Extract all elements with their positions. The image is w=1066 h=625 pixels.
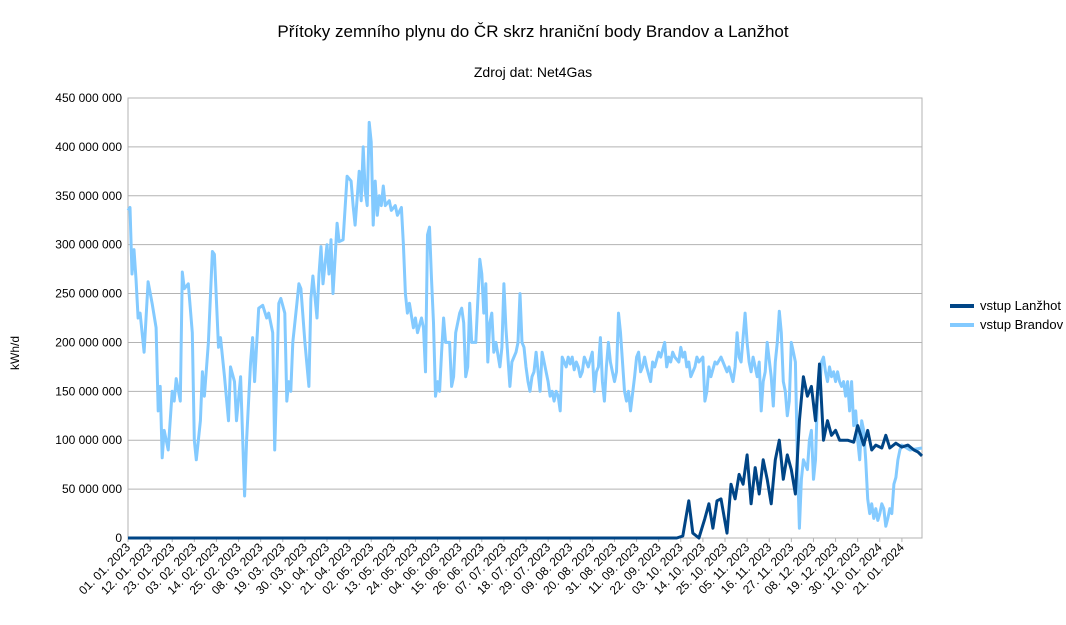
y-tick-label: 400 000 000 <box>55 140 122 154</box>
legend-label-brandov: vstup Brandov <box>980 317 1064 332</box>
legend-item-brandov: vstup Brandov <box>950 315 1063 334</box>
series-line-brandov <box>126 120 923 530</box>
y-tick-label: 0 <box>115 531 122 545</box>
y-tick-label: 350 000 000 <box>55 189 122 203</box>
chart-title: Přítoky zemního plynu do ČR skrz hraničn… <box>277 22 789 41</box>
series-line-lanzhot <box>128 362 924 540</box>
legend-swatch-brandov <box>950 322 974 327</box>
legend-swatch-lanzhot <box>950 303 974 308</box>
y-tick-label: 150 000 000 <box>55 384 122 398</box>
y-tick-label: 450 000 000 <box>55 91 122 105</box>
legend-item-lanzhot: vstup Lanžhot <box>950 296 1063 315</box>
chart-subtitle: Zdroj dat: Net4Gas <box>473 64 593 80</box>
legend-label-lanzhot: vstup Lanžhot <box>980 298 1061 313</box>
y-tick-label: 200 000 000 <box>55 335 122 349</box>
y-tick-label: 50 000 000 <box>62 482 122 496</box>
legend: vstup Lanžhot vstup Brandov <box>950 296 1063 334</box>
y-tick-label: 100 000 000 <box>55 433 122 447</box>
y-tick-label: 300 000 000 <box>55 238 122 252</box>
y-tick-label: 250 000 000 <box>55 287 122 301</box>
